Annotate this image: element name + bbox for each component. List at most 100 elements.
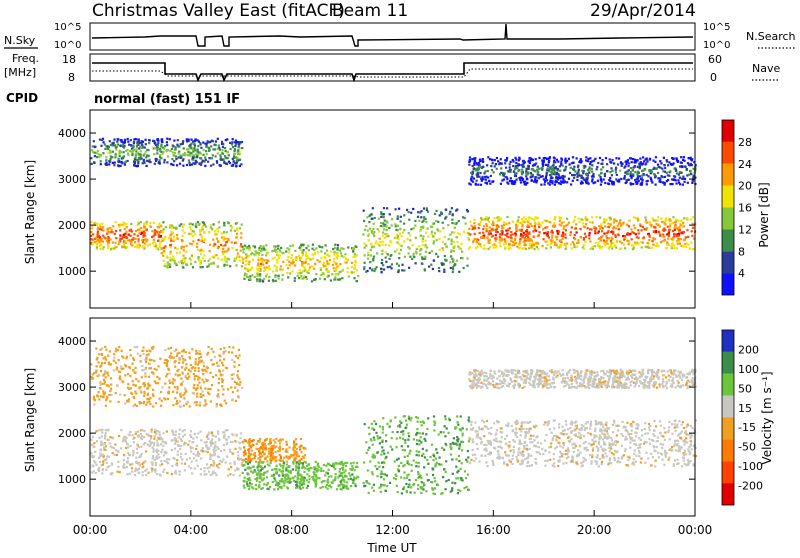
power-echo-cell xyxy=(156,152,158,154)
power-echo-cell xyxy=(585,236,587,238)
power-echo-cell xyxy=(637,237,639,239)
velocity-echo-cell xyxy=(339,471,341,473)
velocity-echo-cell xyxy=(181,459,183,461)
velocity-echo-cell xyxy=(426,449,428,451)
power-echo-cell xyxy=(401,245,403,247)
velocity-echo-cell xyxy=(195,448,197,450)
power-echo-cell xyxy=(692,223,694,225)
velocity-echo-cell xyxy=(123,463,125,465)
power-echo-cell xyxy=(672,216,674,218)
power-echo-cell xyxy=(403,229,405,231)
velocity-echo-cell xyxy=(404,456,406,458)
power-echo-cell xyxy=(577,166,579,168)
power-echo-cell xyxy=(595,227,597,229)
velocity-echo-cell xyxy=(266,470,268,472)
power-echo-cell xyxy=(656,167,658,169)
velocity-echo-cell xyxy=(177,454,179,456)
power-echo-cell xyxy=(456,260,458,262)
power-echo-cell xyxy=(503,238,505,240)
power-echo-cell xyxy=(325,244,327,246)
power-echo-cell xyxy=(199,234,201,236)
velocity-echo-cell xyxy=(299,473,301,475)
velocity-echo-cell xyxy=(247,463,249,465)
power-echo-cell xyxy=(673,245,675,247)
power-echo-cell xyxy=(615,227,617,229)
power-echo-cell xyxy=(522,166,524,168)
power-echo-cell xyxy=(633,245,635,247)
power-echo-cell xyxy=(546,172,548,174)
velocity-echo-cell xyxy=(275,459,277,461)
velocity-echo-cell xyxy=(309,467,311,469)
power-echo-cell xyxy=(468,228,470,230)
power-echo-cell xyxy=(263,278,265,280)
velocity-echo-cell xyxy=(286,451,288,453)
velocity-echo-cell xyxy=(272,458,274,460)
power-echo-cell xyxy=(99,228,101,230)
velocity-echo-cell xyxy=(383,478,385,480)
power-echo-cell xyxy=(450,255,452,257)
power-echo-cell xyxy=(186,138,188,140)
power-echo-cell xyxy=(676,182,678,184)
velocity-echo-cell xyxy=(166,458,168,460)
power-echo-cell xyxy=(218,145,220,147)
power-echo-cell xyxy=(676,159,678,161)
power-echo-cell xyxy=(637,243,639,245)
power-echo-cell xyxy=(475,169,477,171)
power-echo-cell xyxy=(178,146,180,148)
power-echo-cell xyxy=(644,228,646,230)
power-echo-cell xyxy=(197,150,199,152)
velocity-echo-cell xyxy=(235,441,237,443)
power-echo-cell xyxy=(222,253,224,255)
power-echo-cell xyxy=(172,145,174,147)
power-echo-cell xyxy=(449,261,451,263)
freq-label: Freq. xyxy=(12,52,39,65)
power-echo-cell xyxy=(170,253,172,255)
power-echo-cell xyxy=(380,225,382,227)
power-echo-cell xyxy=(170,163,172,165)
velocity-echo-cell xyxy=(390,419,392,421)
velocity-echo-cell xyxy=(422,432,424,434)
power-echo-cell xyxy=(290,257,292,259)
power-echo-cell xyxy=(96,242,98,244)
power-echo-cell xyxy=(225,162,227,164)
power-echo-cell xyxy=(650,178,652,180)
power-echo-cell xyxy=(137,165,139,167)
velocity-echo-cell xyxy=(391,437,393,439)
velocity-echo-cell xyxy=(295,481,297,483)
power-echo-cell xyxy=(639,158,641,160)
velocity-echo-cell xyxy=(315,485,317,487)
power-echo-cell xyxy=(438,270,440,272)
power-echo-cell xyxy=(341,277,343,279)
power-echo-cell xyxy=(629,173,631,175)
power-echo-cell xyxy=(175,155,177,157)
power-echo-cell xyxy=(246,276,248,278)
nave-label: Nave xyxy=(752,62,780,75)
power-echo-cell xyxy=(221,149,223,151)
power-echo-cell xyxy=(532,218,534,220)
power-echo-cell xyxy=(426,246,428,248)
power-echo-cell xyxy=(102,235,104,237)
velocity-echo-cell xyxy=(179,474,181,476)
power-echo-cell xyxy=(369,215,371,217)
power-echo-cell xyxy=(444,236,446,238)
power-echo-cell xyxy=(276,270,278,272)
power-echo-cell xyxy=(613,181,615,183)
velocity-echo-cell xyxy=(318,477,320,479)
power-echo-cell xyxy=(239,227,241,229)
power-echo-cell xyxy=(594,181,596,183)
power-echo-cell xyxy=(106,164,108,166)
velocity-echo-cell xyxy=(211,473,213,475)
velocity-echo-cell xyxy=(281,487,283,489)
power-echo-cell xyxy=(307,263,309,265)
power-echo-cell xyxy=(192,223,194,225)
power-echo-cell xyxy=(619,219,621,221)
power-echo-cell xyxy=(621,242,623,244)
power-echo-cell xyxy=(553,218,555,220)
power-echo-cell xyxy=(408,211,410,213)
velocity-echo-cell xyxy=(135,468,137,470)
power-echo-cell xyxy=(616,240,618,242)
power-echo-cell xyxy=(265,254,267,256)
power-echo-cell xyxy=(262,245,264,247)
power-echo-cell xyxy=(213,245,215,247)
power-echo-cell xyxy=(668,235,670,237)
